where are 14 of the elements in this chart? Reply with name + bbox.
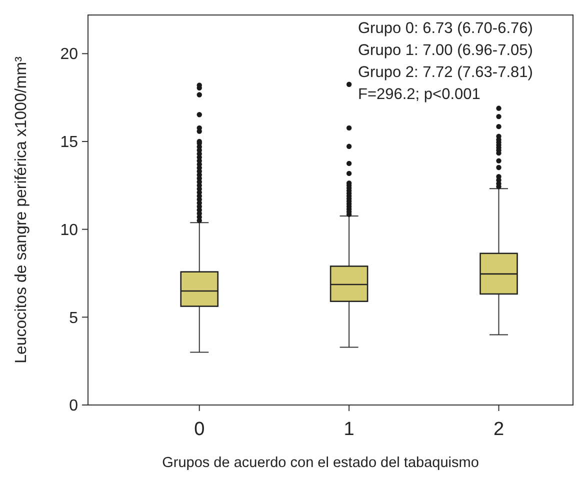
annotation: F=296.2; p<0.001 [358, 86, 480, 103]
x-tick-label: 1 [344, 419, 354, 440]
y-tick-label: 10 [60, 222, 78, 239]
y-axis-title: Leucocitos de sangre periférica x1000/mm³ [13, 56, 30, 364]
x-tick-label: 2 [493, 419, 504, 440]
y-tick-label: 20 [60, 46, 78, 64]
x-axis-title: Grupos de acuerdo con el estado del tabaquismo [162, 455, 479, 471]
annotation: Grupo 2: 7.72 (7.63-7.81) [358, 64, 533, 81]
annotation: Grupo 1: 7.00 (6.96-7.05) [358, 42, 533, 59]
y-tick-label: 0 [69, 398, 78, 415]
y-tick-label: 5 [69, 310, 78, 327]
y-tick-label: 15 [60, 134, 78, 152]
x-tick-label: 0 [194, 419, 205, 440]
annotation: Grupo 0: 6.73 (6.70-6.76) [358, 20, 533, 37]
